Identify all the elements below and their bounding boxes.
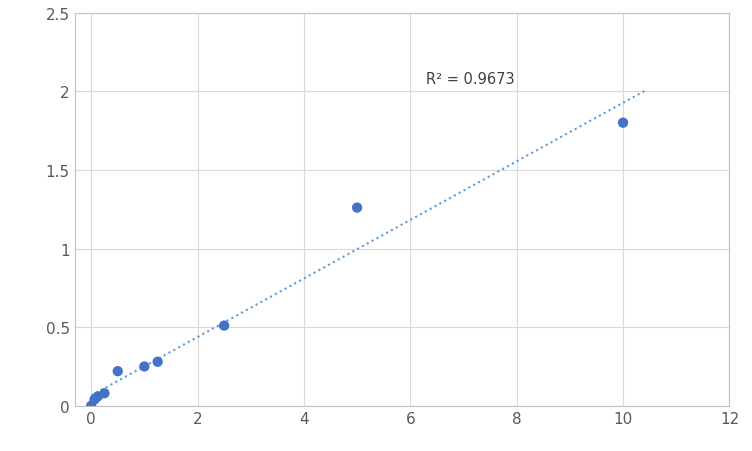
Text: R² = 0.9673: R² = 0.9673 xyxy=(426,72,515,87)
Point xyxy=(92,393,104,400)
Point xyxy=(99,390,111,397)
Point xyxy=(218,322,230,330)
Point xyxy=(112,368,124,375)
Point xyxy=(617,120,629,127)
Point xyxy=(152,359,164,366)
Point xyxy=(85,402,97,410)
Point xyxy=(138,363,150,370)
Point xyxy=(351,205,363,212)
Point xyxy=(89,396,101,403)
